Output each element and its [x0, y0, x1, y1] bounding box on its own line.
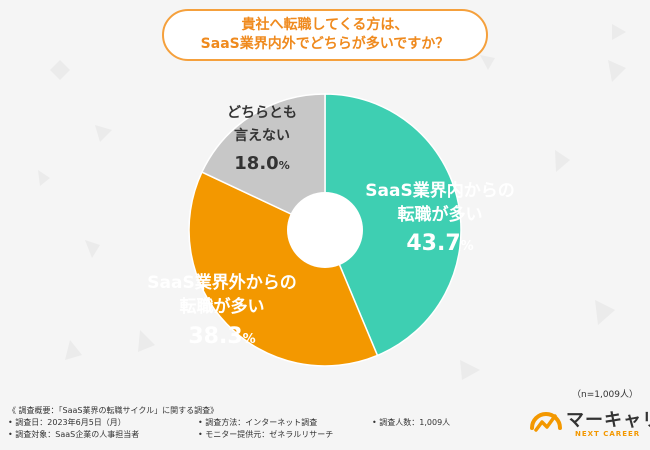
survey-method: • 調査方法：インターネット調査	[198, 418, 318, 427]
logo-mark-icon	[530, 412, 562, 432]
slice-label-3-line-1: どちらとも	[227, 105, 297, 121]
survey-target: • 調査対象：SaaS企業の人事担当者	[8, 430, 140, 439]
survey-respondents: • 調査人数：1,009人	[372, 418, 451, 427]
donut-hole	[287, 192, 363, 268]
slice-value-2: 38.3%	[188, 324, 255, 349]
survey-details: 《 調査概要：「SaaS業界の転職サイクル」に関する調査》 • 調査日：2023…	[0, 403, 650, 450]
survey-date: • 調査日：2023年6月5日（月）	[8, 418, 126, 427]
slice-label-1-line-1: SaaS業界内からの	[365, 180, 514, 201]
survey-summary: 《 調査概要：「SaaS業界の転職サイクル」に関する調査》	[8, 406, 219, 415]
slice-label-1-line-2: 転職が多い	[398, 204, 483, 225]
donut-slice-1	[324, 93, 462, 357]
logo-name: マーキャリ	[566, 410, 650, 431]
donut-chart: SaaS業界内からの転職が多い43.7%SaaS業界外からの転職が多い38.3%…	[147, 93, 514, 367]
logo-subtitle: NEXT CAREER	[575, 430, 641, 438]
question-box: 貴社へ転職してくる方は、 SaaS業界内外でどちらが多いですか？	[162, 9, 488, 61]
slice-value-1: 43.7%	[406, 231, 473, 256]
slice-value-3: 18.0%	[234, 153, 289, 174]
slice-label-3-line-2: 言えない	[234, 127, 290, 144]
company-logo: マーキャリ NEXT CAREER	[528, 400, 650, 446]
survey-provider: • モニター提供元：ゼネラルリサーチ	[198, 430, 334, 439]
donut-slice-3	[200, 93, 326, 232]
slice-label-2-line-2: 転職が多い	[180, 296, 265, 317]
sample-size-note: （n=1,009人）	[572, 390, 639, 400]
question-line-1: 貴社へ転職してくる方は、	[241, 17, 409, 33]
slice-label-2-line-1: SaaS業界外からの	[147, 272, 296, 293]
donut-slice-2	[188, 171, 379, 367]
question-line-2: SaaS業界内外でどちらが多いですか？	[200, 36, 450, 52]
